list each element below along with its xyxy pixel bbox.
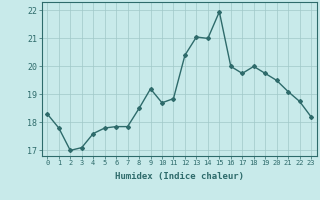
X-axis label: Humidex (Indice chaleur): Humidex (Indice chaleur) [115, 172, 244, 181]
